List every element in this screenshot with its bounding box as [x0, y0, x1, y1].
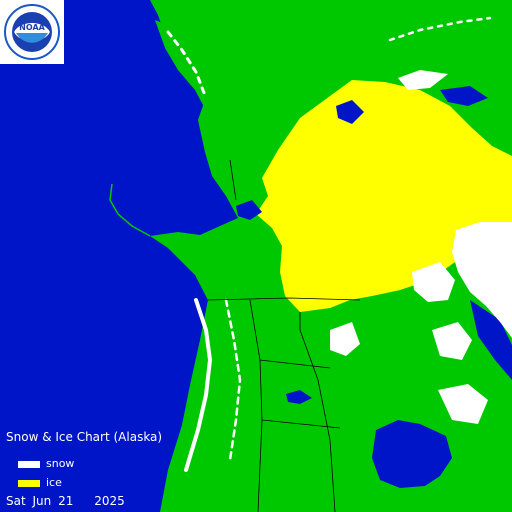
- chukotka-coast: [155, 20, 222, 118]
- legend-swatch-ice: [18, 480, 40, 487]
- arctic-open-water-2: [440, 86, 488, 106]
- date-weekday: Sat: [6, 494, 26, 508]
- archipelago-snow-2: [432, 322, 472, 360]
- noaa-logo: NOAA: [0, 0, 64, 64]
- arctic-sea-ice: [256, 80, 512, 312]
- rockies-snow: [224, 298, 242, 462]
- great-slave-lake: [286, 390, 312, 404]
- legend-label-snow: snow: [46, 457, 75, 470]
- beaufort-water: [470, 300, 512, 380]
- archipelago-snow-3: [438, 384, 488, 424]
- aleutian-arc: [109, 183, 151, 237]
- legend-swatch-snow: [18, 461, 40, 468]
- hudson-bay-water: [372, 420, 452, 488]
- political-borders: [207, 159, 361, 512]
- arctic-open-water-1: [336, 100, 364, 124]
- chart-title: Snow & Ice Chart (Alaska): [6, 430, 163, 444]
- archipelago-snow-1: [412, 262, 455, 302]
- date-year: 2025: [94, 494, 125, 508]
- north-slope-snow: [388, 16, 492, 42]
- archipelago-snow-5: [330, 322, 360, 356]
- legend-label-ice: ice: [46, 476, 62, 489]
- chart-date: Sat Jun 21 2025: [6, 494, 125, 508]
- arctic-open-water-3: [236, 200, 262, 220]
- date-month-day: Jun 21: [32, 494, 74, 508]
- archipelago-snow-4: [398, 70, 448, 90]
- chukotka-snow: [166, 30, 208, 100]
- greenland-snow: [452, 222, 512, 338]
- coastal-range-snow: [184, 298, 213, 472]
- noaa-logo-text: NOAA: [19, 23, 45, 32]
